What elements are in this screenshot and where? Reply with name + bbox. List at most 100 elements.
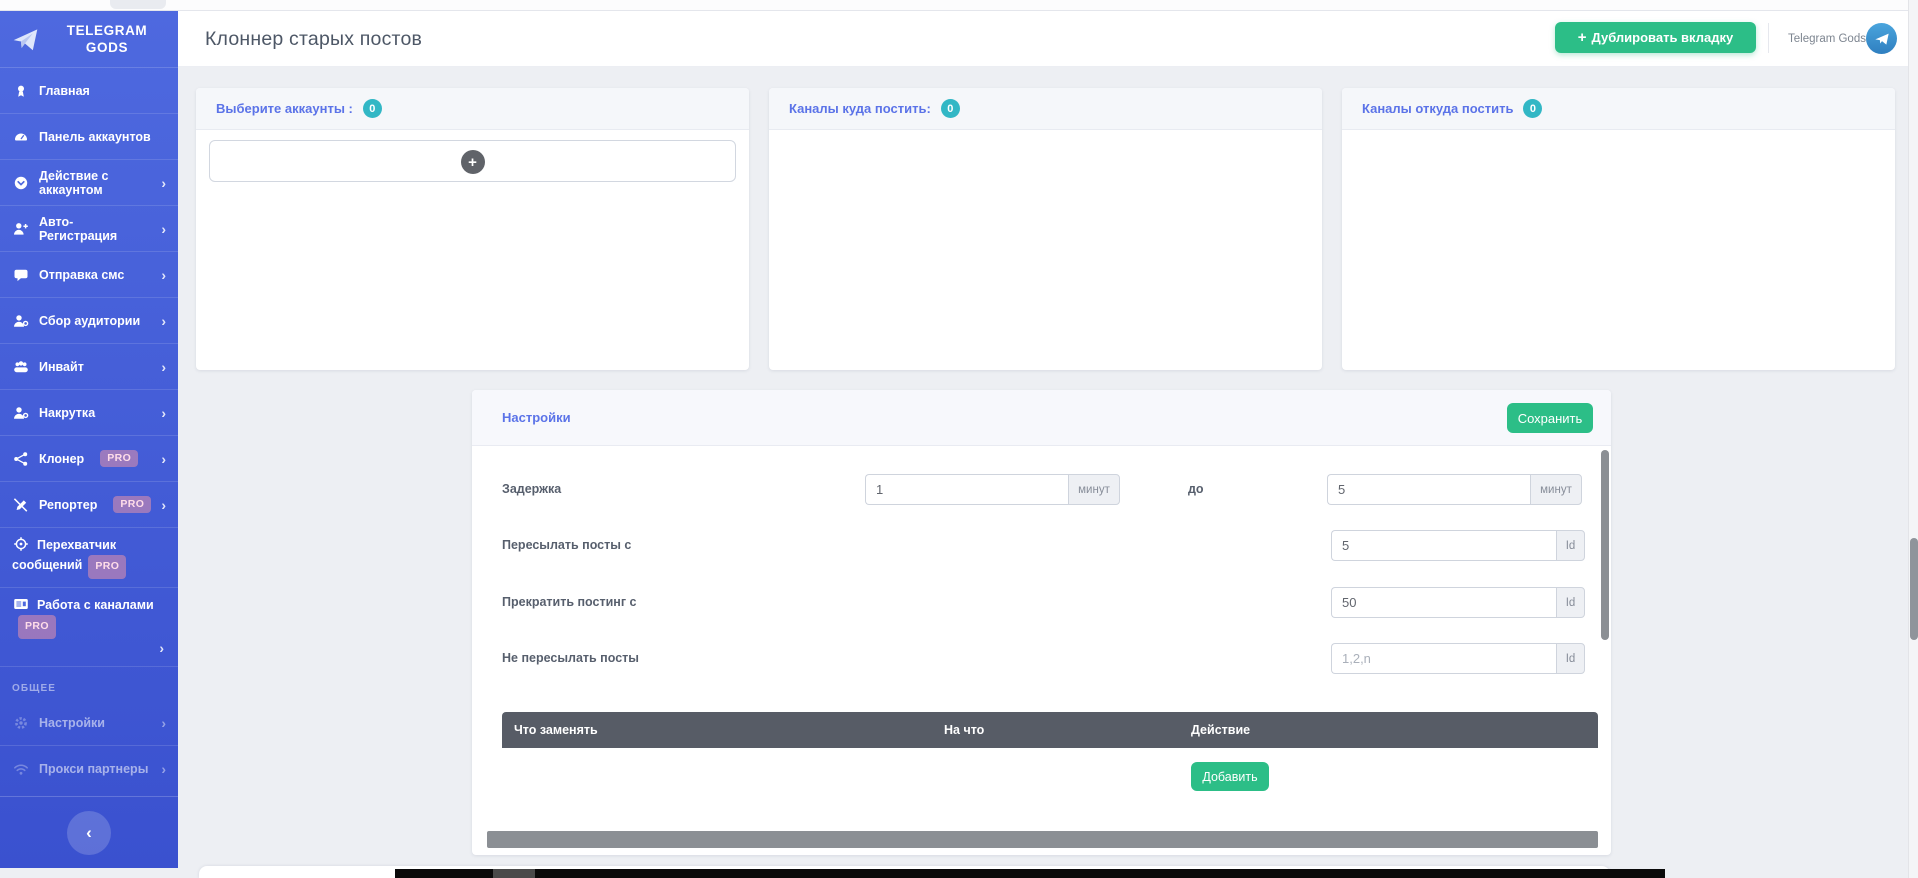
panel-target-channels: Каналы куда постить: 0 — [769, 88, 1322, 370]
chevron-right-icon: › — [161, 450, 166, 467]
sidebar-item-accounts-panel[interactable]: Панель аккаунтов — [0, 114, 178, 160]
bottom-black-bar — [395, 869, 1665, 878]
chevron-right-icon: › — [161, 266, 166, 283]
chevron-left-icon: ‹ — [86, 823, 92, 842]
delay-to-input[interactable] — [1327, 474, 1530, 505]
avatar[interactable] — [1866, 23, 1897, 54]
sidebar-item-auto-registration[interactable]: Авто-Регистрация › — [0, 206, 178, 252]
plus-icon: + — [468, 153, 477, 171]
save-button[interactable]: Сохранить — [1507, 403, 1593, 433]
sidebar-item-send-sms[interactable]: Отправка смс › — [0, 252, 178, 298]
skip-posts-label: Не пересылать посты — [502, 651, 639, 665]
sidebar-item-invite[interactable]: Инвайт › — [0, 344, 178, 390]
panel-source-channels: Каналы откуда постить 0 — [1342, 88, 1895, 370]
top-tab-artifact — [110, 0, 166, 9]
sidebar-item-boosting[interactable]: Накрутка › — [0, 390, 178, 436]
sidebar-item-label: Действие с аккаунтом — [39, 168, 109, 197]
newspaper-icon — [12, 596, 29, 612]
sidebar-item-account-actions[interactable]: Действие с аккаунтом › — [0, 160, 178, 206]
share-nodes-icon — [12, 451, 29, 467]
delay-to-group: минут — [1327, 474, 1582, 505]
count-badge: 0 — [940, 99, 960, 118]
sidebar-item-audience-collection[interactable]: Сбор аудитории › — [0, 298, 178, 344]
skip-posts-input[interactable] — [1331, 643, 1556, 674]
duplicate-tab-label: Дублировать вкладку — [1591, 30, 1734, 45]
delay-between-label: до — [1188, 482, 1204, 496]
circle-chevron-down-icon — [12, 175, 29, 191]
sidebar-item-channel-work[interactable]: Работа с каналами PRO › — [0, 588, 178, 667]
delay-label: Задержка — [502, 482, 562, 496]
count-badge: 0 — [362, 99, 382, 118]
sidebar-item-label: Репортер — [39, 497, 98, 512]
sidebar-item-cloner[interactable]: Клонер PRO › — [0, 436, 178, 482]
sidebar-item-home[interactable]: Главная — [0, 68, 178, 114]
chevron-right-icon: › — [159, 640, 164, 656]
sidebar-collapse-button[interactable]: ‹ — [67, 811, 111, 855]
sidebar-item-label: Настройки — [39, 715, 105, 730]
forward-from-group: Id — [1331, 530, 1585, 561]
stop-posting-unit: Id — [1556, 587, 1585, 618]
delay-from-input[interactable] — [865, 474, 1068, 505]
sidebar-item-reporter[interactable]: Репортер PRO › — [0, 482, 178, 528]
header-divider — [1768, 23, 1769, 53]
chevron-right-icon: › — [161, 174, 166, 191]
settings-title: Настройки — [502, 410, 571, 425]
horizontal-scrollbar-thumb[interactable] — [487, 831, 1598, 848]
add-replacement-button[interactable]: Добавить — [1191, 762, 1269, 791]
brand-text: TELEGRAM GODS — [48, 22, 166, 56]
panel-title: Каналы куда постить: — [789, 101, 931, 116]
stop-posting-input[interactable] — [1331, 587, 1556, 618]
pro-badge: PRO — [100, 450, 139, 467]
sidebar-item-label: Авто-Регистрация — [39, 214, 118, 243]
count-badge: 0 — [1523, 99, 1543, 118]
sidebar-item-label: Панель аккаунтов — [39, 129, 151, 144]
pro-badge: PRO — [113, 496, 152, 513]
account-add-box: + — [209, 140, 736, 182]
gauge-icon — [12, 129, 29, 145]
sidebar-item-label: Накрутка — [39, 405, 96, 420]
sidebar-item-label: Перехватчик сообщений — [12, 538, 117, 572]
add-account-button[interactable]: + — [460, 150, 485, 174]
pro-badge: PRO — [88, 555, 127, 579]
sidebar-item-settings[interactable]: Настройки › — [0, 700, 178, 746]
brand-line2: GODS — [85, 40, 129, 55]
chevron-right-icon: › — [161, 761, 166, 777]
sidebar-section-general: ОБЩЕЕ — [12, 683, 56, 694]
users-icon — [12, 359, 29, 375]
pen-slash-icon — [12, 497, 29, 513]
panel-header: Каналы куда постить: 0 — [769, 88, 1322, 130]
delay-to-unit: минут — [1530, 474, 1582, 505]
chevron-right-icon: › — [161, 714, 166, 731]
stop-posting-group: Id — [1331, 587, 1585, 618]
paper-plane-logo-icon — [12, 26, 39, 53]
chevron-right-icon: › — [161, 220, 166, 237]
sidebar-item-label: Главная — [39, 83, 90, 98]
user-plus-icon — [12, 221, 29, 237]
settings-vertical-scrollbar-thumb[interactable] — [1601, 450, 1609, 640]
sidebar: TELEGRAM GODS Главная Панель аккаунтов Д… — [0, 11, 178, 868]
panel-header: Выберите аккаунты : 0 — [196, 88, 749, 130]
column-action: Действие — [1191, 723, 1251, 737]
page-scrollbar-thumb[interactable] — [1910, 538, 1918, 640]
panel-header: Каналы откуда постить 0 — [1342, 88, 1895, 130]
sidebar-divider — [0, 796, 178, 797]
duplicate-tab-button[interactable]: + Дублировать вкладку — [1555, 22, 1756, 53]
panel-title: Выберите аккаунты : — [216, 101, 353, 116]
brand-line1: TELEGRAM — [66, 23, 148, 38]
sidebar-item-message-interceptor[interactable]: Перехватчик сообщений PRO — [0, 528, 178, 588]
chevron-right-icon: › — [161, 312, 166, 329]
panel-title: Каналы откуда постить — [1362, 101, 1514, 116]
pro-badge: PRO — [18, 615, 56, 639]
wifi-icon — [12, 761, 29, 777]
column-with-what: На что — [944, 723, 985, 737]
chat-icon — [12, 267, 29, 283]
panel-select-accounts: Выберите аккаунты : 0 + — [196, 88, 749, 370]
page-scrollbar-track[interactable] — [1908, 0, 1918, 878]
plus-icon: + — [1577, 29, 1587, 46]
forward-from-input[interactable] — [1331, 530, 1556, 561]
brand[interactable]: TELEGRAM GODS — [0, 11, 178, 68]
sidebar-item-proxy-partners[interactable]: Прокси партнеры › — [0, 746, 178, 792]
page-title: Клоннер старых постов — [205, 28, 423, 50]
forward-from-label: Пересылать посты с — [502, 538, 632, 552]
stop-posting-label: Прекратить постинг с — [502, 595, 637, 609]
